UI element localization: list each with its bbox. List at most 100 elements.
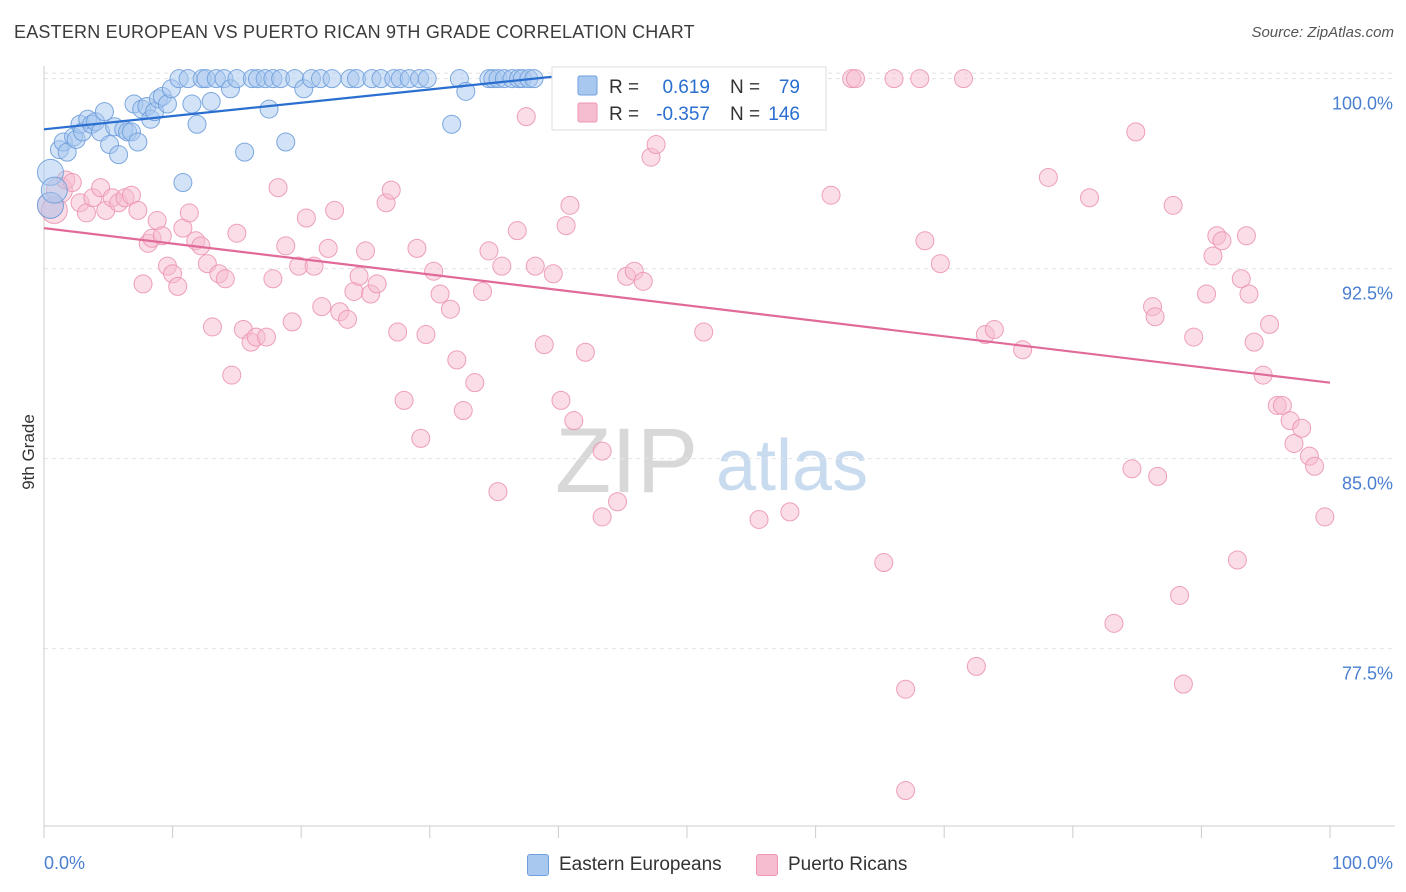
puerto-ricans-point: [874, 553, 894, 573]
puerto-ricans-point: [821, 185, 841, 205]
legend-item-puerto-ricans[interactable]: Puerto Ricans: [756, 852, 907, 878]
trend-line-puerto-ricans: [43, 227, 1331, 384]
puerto-ricans-point: [1260, 314, 1280, 334]
puerto-ricans-point: [430, 284, 450, 304]
puerto-ricans-point: [915, 231, 935, 251]
puerto-ricans-point: [1236, 226, 1256, 246]
eastern-europeans-point: [128, 132, 148, 152]
x-tick-label-min: 0.0%: [44, 853, 85, 873]
puerto-ricans-point: [215, 269, 235, 289]
y-tick-label-1: 85.0%: [1342, 474, 1393, 494]
trend-lines: [43, 75, 1331, 384]
puerto-ricans-point: [592, 507, 612, 527]
puerto-ricans-point: [453, 401, 473, 421]
puerto-ricans-point: [440, 299, 460, 319]
puerto-ricans-point: [388, 322, 408, 342]
eastern-europeans-point: [187, 114, 207, 134]
puerto-ricans-point: [1013, 340, 1033, 360]
puerto-ricans-point: [411, 428, 431, 448]
puerto-ricans-point: [910, 69, 930, 89]
puerto-ricans-point: [1184, 327, 1204, 347]
puerto-ricans-point: [953, 69, 973, 89]
puerto-ricans-point: [488, 482, 508, 502]
watermark-atlas: atlas: [716, 426, 868, 506]
stats-r-label-pink: R =: [609, 104, 639, 125]
puerto-ricans-point: [179, 203, 199, 223]
puerto-ricans-point: [1126, 122, 1146, 142]
x-tick-label-max: 100.0%: [1332, 853, 1393, 873]
puerto-ricans-point: [1197, 284, 1217, 304]
puerto-ricans-point: [564, 411, 584, 431]
puerto-ricans-point: [152, 226, 172, 246]
puerto-ricans-point: [534, 335, 554, 355]
puerto-ricans-point: [407, 238, 427, 258]
puerto-ricans-point: [1173, 674, 1193, 694]
puerto-ricans-point: [133, 274, 153, 294]
puerto-ricans-point: [479, 241, 499, 261]
eastern-europeans-point: [94, 102, 114, 122]
puerto-ricans-point: [263, 269, 283, 289]
puerto-ricans-point: [268, 178, 288, 198]
puerto-ricans-point: [525, 256, 545, 276]
puerto-ricans-point: [551, 390, 571, 410]
puerto-ricans-point: [1272, 395, 1292, 415]
puerto-ricans-point: [896, 781, 916, 801]
bottom-legend: Eastern Europeans Puerto Ricans: [0, 852, 1406, 878]
puerto-ricans-point: [543, 264, 563, 284]
eastern-europeans-point: [173, 173, 193, 193]
eastern-europeans-point: [417, 69, 437, 89]
legend-item-eastern-europeans[interactable]: Eastern Europeans: [527, 852, 722, 878]
puerto-ricans-point: [367, 274, 387, 294]
puerto-ricans-point: [447, 350, 467, 370]
puerto-ricans-point: [646, 135, 666, 155]
puerto-ricans-point: [276, 236, 296, 256]
puerto-ricans-point: [780, 502, 800, 522]
puerto-ricans-point: [694, 322, 714, 342]
puerto-ricans-point: [1038, 167, 1058, 187]
puerto-ricans-point: [394, 390, 414, 410]
stats-n-label-blue: N =: [730, 77, 760, 98]
puerto-ricans-point: [749, 509, 769, 529]
puerto-ricans-point: [560, 195, 580, 215]
puerto-ricans-point: [424, 261, 444, 281]
puerto-ricans-point: [1203, 246, 1223, 266]
eastern-europeans-point: [201, 91, 221, 111]
y-tick-label-2: 92.5%: [1342, 284, 1393, 304]
puerto-ricans-point: [884, 69, 904, 89]
watermark: ZIP atlas: [555, 410, 868, 512]
puerto-ricans-point: [492, 256, 512, 276]
eastern-europeans-point: [182, 94, 202, 114]
eastern-europeans-point: [442, 114, 462, 134]
y-axis-label: 9th Grade: [19, 414, 38, 490]
stats-n-value-blue: 79: [779, 77, 800, 98]
puerto-ricans-point: [1080, 188, 1100, 208]
puerto-ricans-point: [507, 221, 527, 241]
puerto-ricans-point: [168, 276, 188, 296]
puerto-ricans-point: [845, 69, 865, 89]
legend-swatch-blue: [527, 854, 549, 876]
legend-swatch-pink: [756, 854, 778, 876]
stats-r-label-blue: R =: [609, 77, 639, 98]
puerto-ricans-point: [337, 309, 357, 329]
legend-label-puerto-ricans: Puerto Ricans: [788, 854, 908, 875]
eastern-europeans-point: [259, 99, 279, 119]
eastern-europeans-point: [109, 145, 129, 165]
puerto-ricans-point: [256, 327, 276, 347]
puerto-ricans-point: [1292, 418, 1312, 438]
stats-legend-box: [551, 66, 827, 131]
puerto-ricans-point: [592, 441, 612, 461]
puerto-ricans-point: [465, 373, 485, 393]
y-tick-label-3: 100.0%: [1332, 94, 1393, 114]
stats-n-label-pink: N =: [730, 104, 760, 125]
puerto-ricans-point: [318, 238, 338, 258]
stats-legend: R = 0.619 N = 79 R = -0.357 N = 146: [551, 66, 827, 131]
stats-swatch-pink: [577, 102, 598, 123]
puerto-ricans-point: [966, 656, 986, 676]
puerto-ricans-point: [1305, 456, 1325, 476]
stats-r-value-pink: -0.357: [656, 104, 710, 125]
puerto-ricans-point: [516, 107, 536, 127]
eastern-europeans-point: [276, 132, 296, 152]
puerto-ricans-point: [222, 365, 242, 385]
stats-n-value-pink: 146: [768, 104, 800, 125]
